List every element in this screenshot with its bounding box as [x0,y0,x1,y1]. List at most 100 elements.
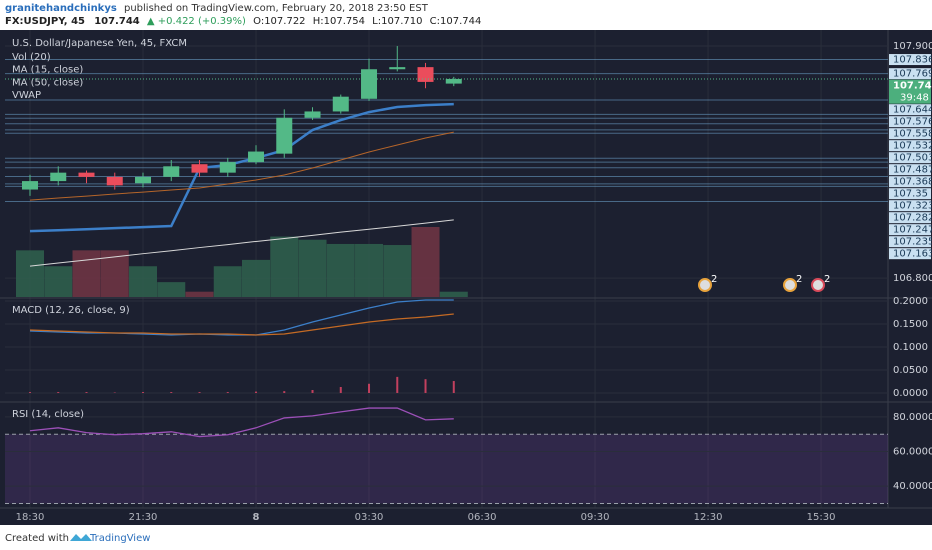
volume-bar [355,243,384,297]
candle-body [332,96,349,112]
price-line-label: 107.368 [893,177,932,188]
price-line-label: 107.235 [893,237,932,248]
price-line-tag [889,116,931,128]
indicator-line [29,407,454,438]
candle-body [191,164,208,173]
volume-bar [72,250,101,297]
y-tick-label: 80.0000 [893,412,932,423]
close: C:107.744 [430,16,482,27]
price-line-label: 107.282 [893,213,932,224]
price-line-tag [889,104,931,116]
candle-body [219,162,236,173]
published: published on TradingView.com, February 2… [124,3,429,14]
volume-bar [185,291,214,297]
y-tick-label: 0.2000 [893,296,928,307]
volume-bar [326,243,355,297]
indicator-line [29,313,454,336]
histogram-bar [452,381,455,393]
histogram-bar [255,391,258,393]
price-line-label: 107.836 [893,55,932,66]
price-line-label: 107.163 [893,249,932,260]
price-line-tag [889,200,931,212]
candle-body [417,67,434,82]
event-count: 2 [711,274,717,285]
y-tick-label: 0.0000 [893,388,928,399]
price-line-label: 107.644 [893,105,932,116]
x-tick-label: 06:30 [468,512,497,523]
candle-body [445,78,462,84]
histogram-bar [198,392,201,393]
y-tick-label: 106.800 [893,273,932,284]
histogram-bar [85,392,88,393]
price-line-label: 107.35 [893,189,928,200]
volume-bar [270,236,299,297]
x-tick-label: 03:30 [355,512,384,523]
price-line-label: 107.558 [893,129,932,140]
footer-brand[interactable]: TradingView [89,533,150,544]
indicator-label: MA (50, close) [12,77,83,88]
x-tick-label: 18:30 [16,512,45,523]
candle-body [389,67,406,70]
price-line-tag [889,152,931,164]
price-line-tag [889,176,931,188]
histogram-bar [283,391,286,393]
price: 107.744 [94,16,140,27]
candle-body [50,172,67,182]
event-badge[interactable] [811,278,825,292]
price-line-label: 107.576 [893,117,932,128]
candle-body [22,181,39,190]
volume-bar [298,239,327,297]
price-line-label: 107.487 [893,165,932,176]
brand-logo [70,534,92,541]
candle-body [106,176,123,186]
high: H:107.754 [313,16,365,27]
event-count: 2 [824,274,830,285]
y-tick-label: 60.0000 [893,447,932,458]
histogram-bar [29,392,32,393]
x-tick-label: 12:30 [694,512,723,523]
candle-body [361,69,378,99]
price-line-tag [889,224,931,236]
last-price-tag [889,79,931,104]
candle-body [248,151,265,163]
y-tick-label: 40.0000 [893,481,932,492]
candle-body [135,176,152,184]
histogram-bar [396,376,399,393]
low: L:107.710 [372,16,422,27]
price-line-tag [889,188,931,200]
histogram-bar [339,387,342,393]
price-line-tag [889,128,931,140]
price-line-tag [889,140,931,152]
price-line-label: 107.323 [893,201,932,212]
y-tick-label: 0.0500 [893,365,928,376]
candle-body [276,117,293,154]
histogram-bar [170,392,173,393]
rsi-band [5,434,888,504]
volume-bar [383,245,412,297]
price-line-tag [889,236,931,248]
footer-created: Created with [5,533,69,544]
histogram-bar [368,383,371,393]
author[interactable]: granitehandchinkys [5,3,117,14]
x-tick-label: 09:30 [581,512,610,523]
indicator-line [29,219,454,267]
histogram-bar [57,392,60,393]
event-badge[interactable] [698,278,712,292]
price-line-tag [889,248,931,260]
pane-title: U.S. Dollar/Japanese Yen, 45, FXCM [12,38,187,49]
histogram-bar [226,392,229,393]
symbol: FX:USDJPY, 45 [5,16,85,27]
last-price-label: 107.744 [893,81,932,92]
pane-title: RSI (14, close) [12,409,84,420]
indicator-line [29,131,454,201]
price-line-tag [889,212,931,224]
header-line-2: FX:USDJPY, 45 107.744 ▲ +0.422 (+0.39%) … [5,16,481,27]
indicator-label: VWAP [12,90,41,101]
price-line-tag [889,164,931,176]
histogram-bar [424,379,427,393]
event-badge[interactable] [783,278,797,292]
volume-bar [411,227,440,297]
pane-title: MACD (12, 26, close, 9) [12,305,130,316]
y-tick-label: 107.900 [893,41,932,52]
